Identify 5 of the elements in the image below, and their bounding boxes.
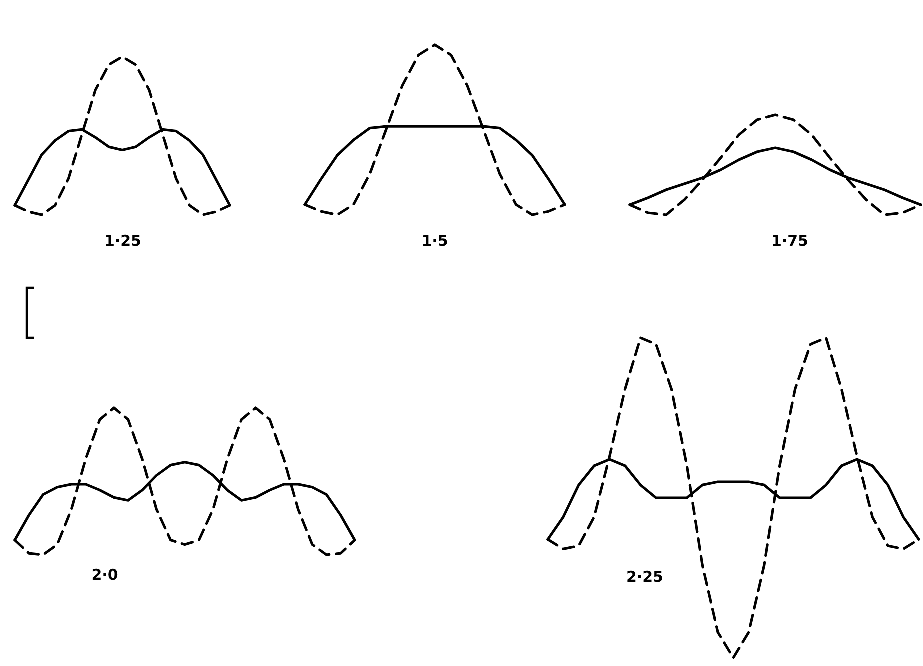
text: 1·5 bbox=[422, 232, 448, 250]
text: 2·0 bbox=[92, 566, 118, 584]
text: 1·75 bbox=[771, 232, 809, 250]
text: 2·25 bbox=[626, 568, 664, 586]
text: 1·25 bbox=[104, 232, 142, 250]
